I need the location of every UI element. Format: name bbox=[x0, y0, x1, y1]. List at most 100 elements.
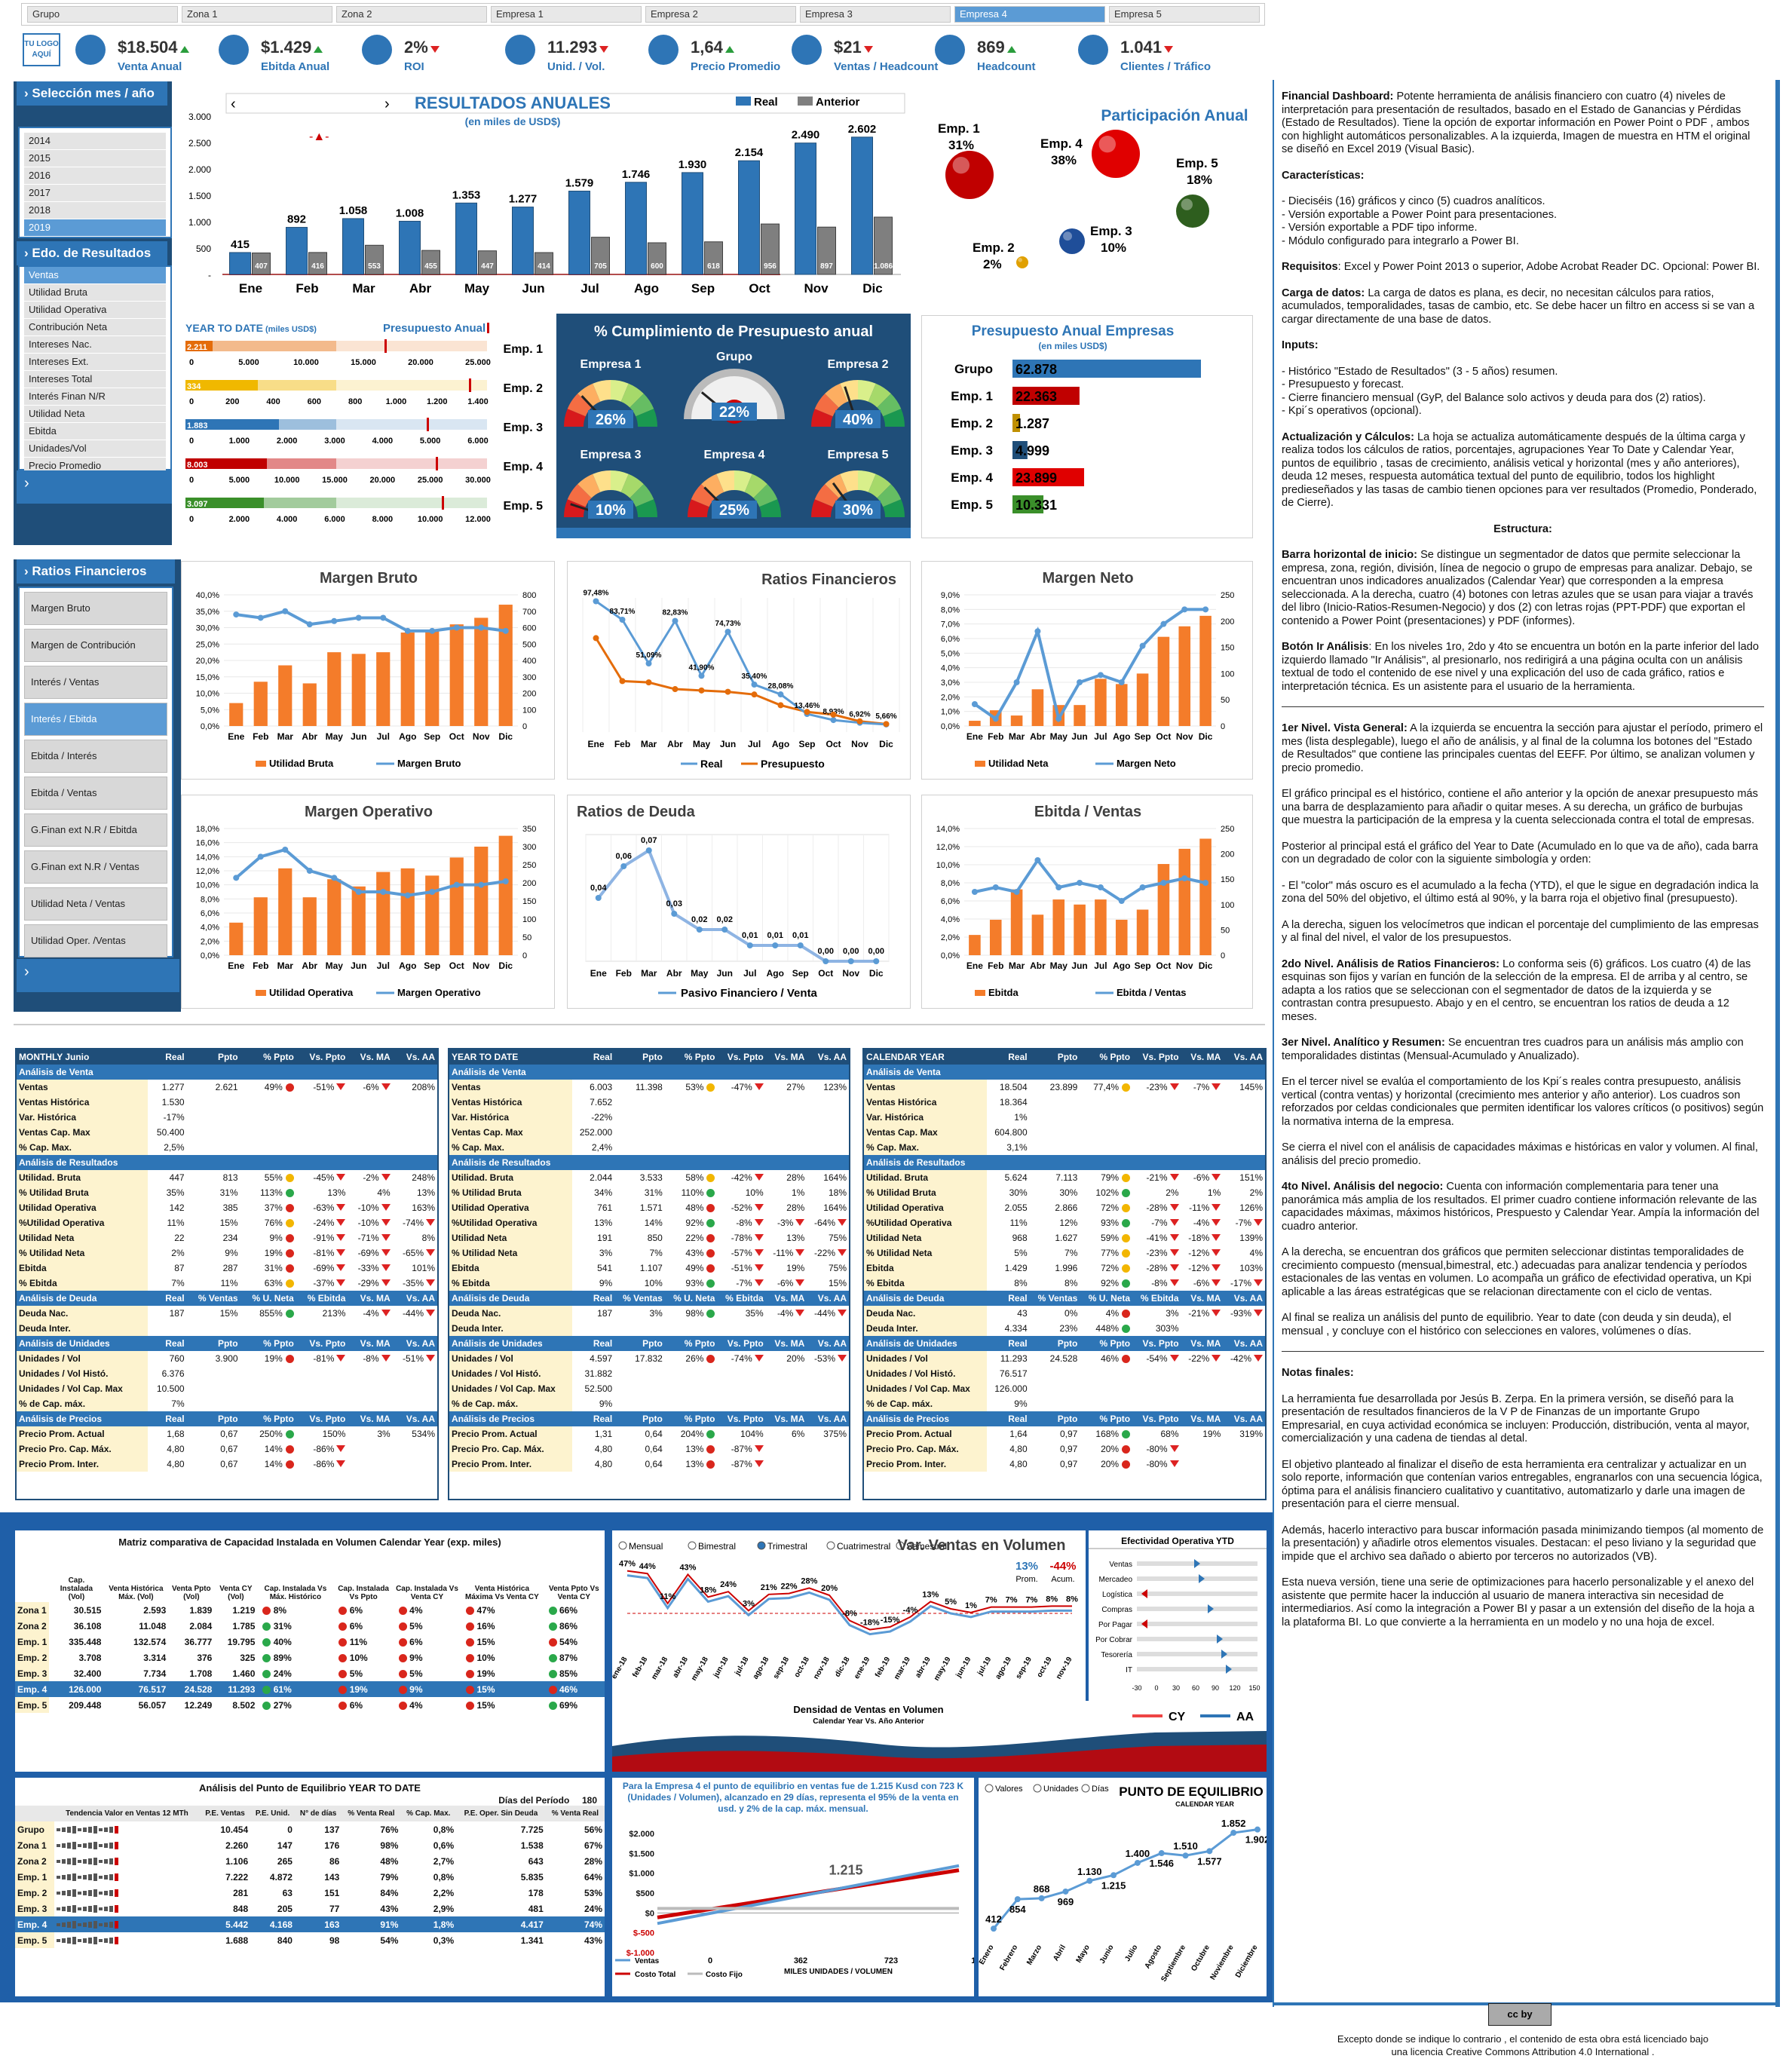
eff-marker-icon bbox=[1221, 1650, 1227, 1659]
budget-row-label: Emp. 2 bbox=[951, 416, 993, 430]
cell: % Ppto bbox=[664, 1049, 718, 1065]
status-dot-icon bbox=[1122, 1234, 1131, 1243]
vol-prom-label: Prom. bbox=[1015, 1575, 1037, 1584]
x-tick: Mar bbox=[641, 968, 657, 979]
er-item[interactable]: Unidades/Vol bbox=[24, 440, 166, 458]
globe-icon bbox=[935, 35, 965, 65]
ratio-item[interactable]: Interés / Ventas bbox=[24, 666, 167, 699]
spark-bar bbox=[72, 1858, 76, 1866]
slicer-item[interactable]: Zona 1 bbox=[182, 6, 332, 23]
ratio-item[interactable]: Utilidad Oper. /Ventas bbox=[24, 924, 167, 957]
month-label: Mar bbox=[352, 281, 375, 296]
ir-analisis-button-2[interactable]: › bbox=[17, 959, 179, 992]
year-item[interactable]: 2014 bbox=[24, 133, 166, 150]
cell-text: 968 bbox=[1012, 1233, 1028, 1243]
cell: 15% bbox=[807, 1276, 849, 1291]
cell: 19% bbox=[766, 1261, 807, 1276]
section-header: Análisis de Resultados bbox=[17, 1155, 437, 1170]
year-item[interactable]: 2016 bbox=[24, 167, 166, 185]
ebitda-ventas-chart: Ebitda / Ventas14,0%12,0%10,0%8,0%6,0%4,… bbox=[936, 804, 1235, 998]
ratio-item[interactable]: G.Finan ext N.R / Ebitda bbox=[24, 813, 167, 847]
trend-down-icon bbox=[1254, 1279, 1263, 1286]
cell-text: 187 bbox=[169, 1308, 185, 1319]
line-point bbox=[233, 611, 240, 618]
slicer-item[interactable]: Grupo bbox=[27, 6, 178, 23]
cell-text: -86% bbox=[313, 1444, 335, 1454]
er-item[interactable]: Utilidad Neta bbox=[24, 406, 166, 423]
x-tick: Dic bbox=[498, 731, 513, 742]
line-point bbox=[1034, 857, 1041, 863]
er-item[interactable]: Intereses Nac. bbox=[24, 336, 166, 354]
cc-badge[interactable]: cc by bbox=[1488, 2003, 1552, 2026]
cell-text: -51% bbox=[313, 1082, 335, 1092]
matrix-cell: 5% bbox=[394, 1665, 461, 1681]
slicer-item[interactable]: Empresa 1 bbox=[491, 6, 642, 23]
y-tick-left: 40,0% bbox=[196, 591, 219, 600]
ratio-item[interactable]: Ebitda / Ventas bbox=[24, 777, 167, 810]
row-label: Deuda Inter. bbox=[17, 1321, 148, 1336]
slicer-item[interactable]: Empresa 4 bbox=[954, 6, 1105, 23]
ratio-item[interactable]: G.Finan ext N.R / Ventas bbox=[24, 850, 167, 884]
legend-swatch bbox=[975, 990, 985, 996]
ratio-item[interactable]: Utilidad Neta / Ventas bbox=[24, 887, 167, 921]
cell: 68% bbox=[1132, 1426, 1181, 1441]
cell-text: -64% bbox=[813, 1218, 835, 1228]
ratio-item[interactable]: Margen Bruto bbox=[24, 592, 167, 625]
ytd-budget-mark bbox=[487, 323, 489, 333]
cell-text: 191 bbox=[597, 1233, 613, 1243]
x-tick: Octubre bbox=[1190, 1944, 1212, 1973]
ir-analisis-button[interactable]: › bbox=[17, 470, 172, 504]
er-item[interactable]: Utilidad Bruta bbox=[24, 284, 166, 302]
cell-text: 3.708 bbox=[78, 1652, 102, 1663]
trend-down-icon bbox=[1169, 1219, 1179, 1226]
slicer-item[interactable]: Empresa 3 bbox=[800, 6, 951, 23]
table-header: CALENDAR YEAR Real Ppto% Ppto Vs. Ppto Vs. M… bbox=[864, 1049, 1265, 1065]
er-item[interactable]: Utilidad Operativa bbox=[24, 302, 166, 319]
er-item[interactable]: Contribución Neta bbox=[24, 319, 166, 336]
cell-text: 30.515 bbox=[73, 1604, 102, 1616]
matrix-cell: 87% bbox=[544, 1650, 605, 1665]
trend-up-icon bbox=[179, 46, 189, 53]
real-label: 2.154 bbox=[735, 146, 764, 159]
x-tick: sep-18 bbox=[772, 1656, 792, 1680]
line-point bbox=[1097, 884, 1104, 890]
slicer-item[interactable]: Empresa 5 bbox=[1109, 6, 1260, 23]
description-text: El gráfico principal es el histórico, co… bbox=[1282, 788, 1758, 826]
year-item[interactable]: 2015 bbox=[24, 150, 166, 167]
cell-text: % Ppto bbox=[1099, 1338, 1131, 1349]
ratio-item[interactable]: Interés / Ebitda bbox=[24, 703, 167, 736]
cell: 1,68 bbox=[148, 1426, 187, 1441]
er-item[interactable]: Intereses Ext. bbox=[24, 354, 166, 371]
er-item[interactable]: Intereses Total bbox=[24, 371, 166, 388]
year-item[interactable]: 2017 bbox=[24, 185, 166, 202]
line-point bbox=[1202, 880, 1209, 886]
cell: 18.364 bbox=[987, 1095, 1029, 1110]
trend-down-icon bbox=[1254, 1219, 1263, 1226]
ratio-item[interactable]: Margen de Contribución bbox=[24, 629, 167, 662]
y-tick: $2.000 bbox=[629, 1830, 654, 1839]
slicer-item[interactable]: Empresa 2 bbox=[645, 6, 796, 23]
x-tick: mar-19 bbox=[893, 1656, 912, 1681]
er-item[interactable]: Ventas bbox=[24, 267, 166, 284]
slicer-item[interactable]: Zona 2 bbox=[336, 6, 487, 23]
ratio-item[interactable]: Ebitda / Interés bbox=[24, 740, 167, 773]
spark-bar bbox=[93, 1873, 97, 1882]
ytd-value: 2.211 bbox=[187, 343, 207, 352]
cell: 93% bbox=[665, 1276, 718, 1291]
matrix-header: Cap. Instalada (Vol) bbox=[60, 1576, 93, 1601]
matrix-header: Cap. Instalada Vs Ppto bbox=[338, 1585, 389, 1601]
cell-text: Unidades / Vol bbox=[866, 1353, 928, 1364]
year-item[interactable]: 2019 bbox=[24, 219, 166, 237]
radio-label: Días bbox=[1092, 1785, 1109, 1794]
data-label: 7% bbox=[985, 1596, 997, 1605]
month-label: Dic bbox=[862, 281, 882, 296]
cell-text: 319% bbox=[1239, 1429, 1263, 1439]
ratios-financieros-chart: Ratios Financieros97,48%83,71%51,09%82,8… bbox=[582, 571, 900, 770]
cell: Vs. MA bbox=[1181, 1049, 1224, 1065]
year-item[interactable]: 2018 bbox=[24, 202, 166, 219]
er-item[interactable]: Ebitda bbox=[24, 423, 166, 440]
er-item[interactable]: Interés Finan N/R bbox=[24, 388, 166, 406]
y-tick-right: 200 bbox=[522, 879, 536, 888]
description-paragraph: Carga de datos: La carga de datos es pla… bbox=[1282, 287, 1764, 327]
ytd-units: (miles USD$) bbox=[265, 325, 317, 334]
